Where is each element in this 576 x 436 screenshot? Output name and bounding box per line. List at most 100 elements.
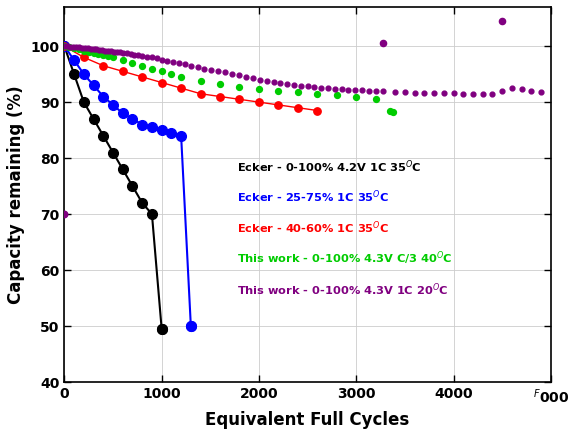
Point <box>378 40 387 47</box>
Point <box>60 211 69 218</box>
Text: This work - 0-100% 4.3V C/3 40$^O$C: This work - 0-100% 4.3V C/3 40$^O$C <box>237 250 453 267</box>
Point <box>98 62 108 69</box>
Point <box>255 86 264 93</box>
Point <box>60 43 69 50</box>
Point <box>337 86 346 93</box>
Point <box>71 44 81 51</box>
Point <box>126 51 135 58</box>
Point <box>186 62 195 69</box>
Point <box>235 72 244 79</box>
Point <box>152 55 161 62</box>
Point <box>60 43 69 50</box>
Point <box>98 51 108 58</box>
Point <box>157 79 166 86</box>
Point <box>498 17 507 24</box>
Point <box>227 71 236 78</box>
Point <box>364 88 373 95</box>
Point <box>77 44 86 51</box>
Point <box>157 68 166 75</box>
Point <box>215 81 225 88</box>
Point <box>138 52 147 59</box>
Point <box>255 76 264 83</box>
Point <box>400 89 410 95</box>
Point <box>378 88 387 95</box>
Point <box>386 107 395 114</box>
Point <box>330 85 339 92</box>
Point <box>313 107 322 114</box>
Point <box>242 73 251 80</box>
Point <box>332 92 342 99</box>
Point <box>323 85 332 92</box>
Point <box>488 90 497 97</box>
Point <box>180 61 190 68</box>
Point <box>371 88 380 95</box>
Point <box>84 48 93 55</box>
Point <box>293 104 302 111</box>
Point <box>66 43 75 50</box>
Point <box>391 89 400 95</box>
Point <box>101 47 110 54</box>
Point <box>69 43 78 50</box>
Point <box>175 59 184 66</box>
Point <box>220 69 229 76</box>
Point <box>109 48 119 55</box>
Point <box>107 48 116 54</box>
Point <box>439 90 449 97</box>
Point <box>134 51 143 58</box>
Point <box>60 43 69 50</box>
Point <box>118 57 127 64</box>
Text: Ecker - 0-100% 4.2V 1C 35$^O$C: Ecker - 0-100% 4.2V 1C 35$^O$C <box>237 158 422 175</box>
Point <box>507 85 517 92</box>
Point <box>430 90 439 97</box>
Point <box>118 49 127 56</box>
Point <box>196 77 205 84</box>
Point <box>70 45 79 52</box>
Point <box>478 90 487 97</box>
Point <box>89 49 98 56</box>
Point <box>128 59 137 66</box>
Point <box>122 50 131 57</box>
Point <box>193 63 202 70</box>
Point <box>130 51 139 58</box>
Point <box>112 48 122 55</box>
Point <box>317 84 326 91</box>
Point <box>248 75 257 82</box>
Point <box>63 43 72 50</box>
Point <box>92 46 101 53</box>
Point <box>214 68 223 75</box>
Point <box>157 56 166 63</box>
Text: Ecker - 40-60% 1C 35$^O$C: Ecker - 40-60% 1C 35$^O$C <box>237 220 389 236</box>
Point <box>215 93 225 100</box>
Point <box>104 53 113 60</box>
Point <box>163 57 172 64</box>
Point <box>449 90 458 97</box>
Point <box>79 47 89 54</box>
Point <box>351 94 361 101</box>
Point <box>104 47 113 54</box>
Point <box>108 54 118 61</box>
Point <box>303 83 312 90</box>
Point <box>458 90 468 97</box>
Point <box>293 89 302 95</box>
Point <box>147 65 157 72</box>
Point <box>169 58 178 65</box>
X-axis label: Equivalent Full Cycles: Equivalent Full Cycles <box>206 411 410 429</box>
Point <box>468 90 478 97</box>
Point <box>65 44 74 51</box>
Point <box>351 86 360 93</box>
Point <box>358 87 367 94</box>
Point <box>269 78 278 85</box>
Point <box>74 46 84 53</box>
Point <box>371 96 380 103</box>
Point <box>79 54 89 61</box>
Point <box>517 86 526 93</box>
Point <box>176 73 185 80</box>
Point <box>283 81 292 88</box>
Point <box>274 88 283 95</box>
Point <box>420 89 429 96</box>
Point <box>138 73 147 80</box>
Point <box>274 102 283 109</box>
Point <box>235 96 244 103</box>
Y-axis label: Capacity remaining (%): Capacity remaining (%) <box>7 85 25 304</box>
Point <box>118 68 127 75</box>
